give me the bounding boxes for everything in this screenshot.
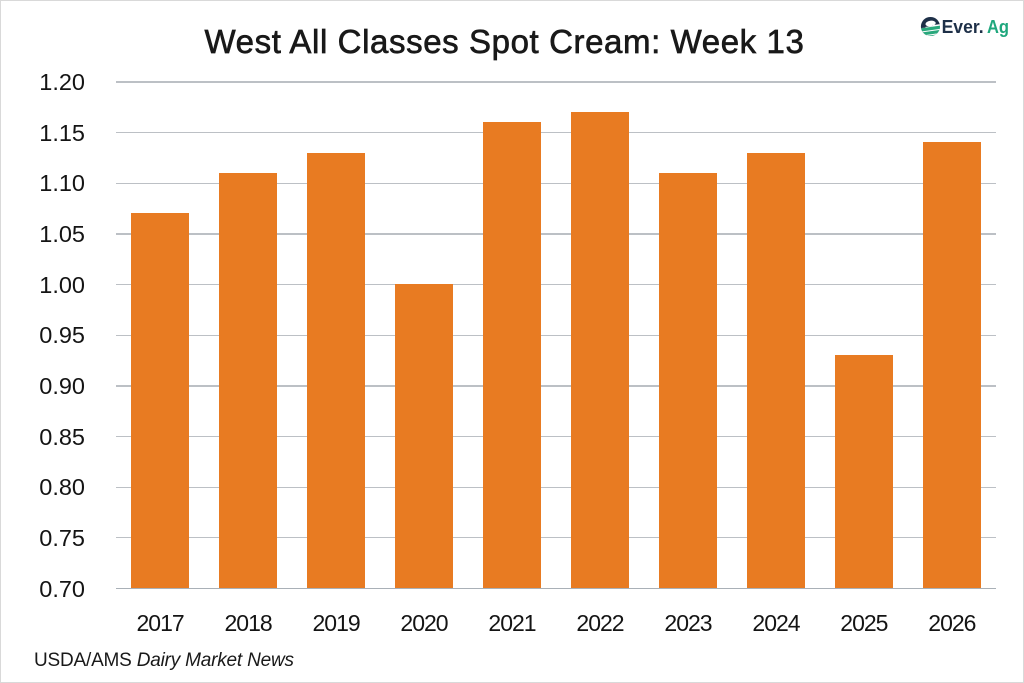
svg-text:Ag: Ag	[987, 16, 1009, 37]
svg-text:Ever.: Ever.	[942, 16, 984, 37]
